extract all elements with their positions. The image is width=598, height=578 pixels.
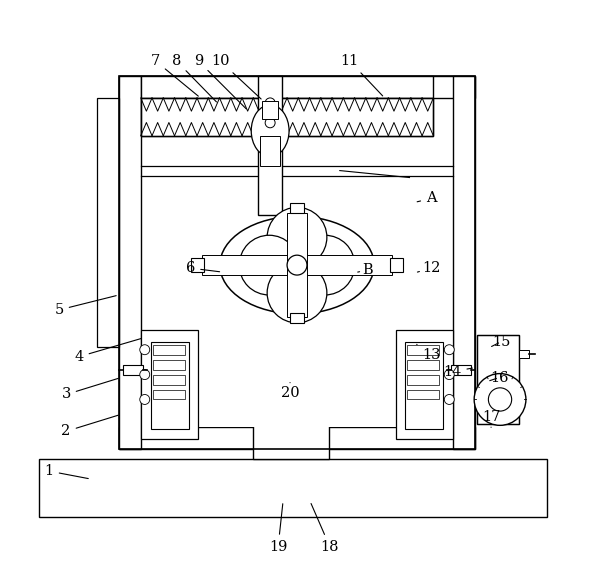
Bar bbox=[407, 375, 440, 384]
Bar bbox=[405, 342, 443, 429]
Bar bbox=[477, 335, 519, 424]
Bar bbox=[141, 76, 434, 98]
Bar bbox=[203, 255, 392, 275]
Bar bbox=[119, 76, 475, 98]
Bar bbox=[260, 136, 280, 165]
Circle shape bbox=[265, 98, 275, 108]
Bar bbox=[407, 390, 440, 399]
Circle shape bbox=[287, 255, 307, 275]
Text: 14: 14 bbox=[443, 365, 472, 379]
Text: 17: 17 bbox=[482, 410, 501, 427]
Bar bbox=[152, 360, 185, 369]
Bar bbox=[453, 76, 475, 449]
Bar bbox=[141, 98, 434, 136]
Bar bbox=[253, 390, 329, 459]
Bar bbox=[119, 76, 141, 449]
Bar bbox=[451, 365, 471, 375]
Bar bbox=[152, 344, 185, 355]
Text: 12: 12 bbox=[417, 261, 441, 275]
Bar bbox=[262, 101, 278, 119]
Bar bbox=[453, 76, 475, 449]
Bar bbox=[141, 98, 453, 427]
Circle shape bbox=[265, 118, 275, 128]
Bar bbox=[141, 98, 434, 136]
Circle shape bbox=[267, 208, 327, 267]
Bar bbox=[258, 76, 282, 216]
Circle shape bbox=[295, 235, 355, 295]
Circle shape bbox=[444, 369, 454, 380]
Bar bbox=[395, 330, 453, 439]
Text: 16: 16 bbox=[490, 370, 508, 384]
Bar bbox=[119, 76, 141, 449]
Bar bbox=[407, 344, 440, 355]
Bar bbox=[119, 427, 475, 449]
Bar bbox=[152, 390, 185, 399]
Bar bbox=[253, 390, 329, 459]
Bar bbox=[141, 330, 199, 439]
Text: 10: 10 bbox=[211, 54, 261, 99]
Bar bbox=[141, 330, 199, 439]
Circle shape bbox=[140, 344, 150, 355]
Text: 15: 15 bbox=[492, 335, 510, 349]
Bar bbox=[287, 213, 307, 317]
Text: 7: 7 bbox=[151, 54, 199, 96]
Bar bbox=[39, 459, 547, 517]
Circle shape bbox=[140, 369, 150, 380]
Bar bbox=[39, 459, 547, 517]
Ellipse shape bbox=[251, 105, 289, 157]
Bar bbox=[477, 335, 519, 424]
Circle shape bbox=[239, 235, 299, 295]
Bar bbox=[477, 335, 519, 424]
Bar bbox=[141, 98, 434, 136]
Bar bbox=[191, 258, 205, 272]
Bar bbox=[119, 427, 475, 449]
Text: B: B bbox=[358, 263, 373, 277]
Circle shape bbox=[267, 263, 327, 323]
Circle shape bbox=[444, 395, 454, 405]
Circle shape bbox=[444, 344, 454, 355]
Text: 1: 1 bbox=[45, 464, 89, 479]
Text: A: A bbox=[417, 191, 437, 205]
Circle shape bbox=[489, 388, 512, 411]
Text: 19: 19 bbox=[269, 504, 287, 554]
Bar bbox=[287, 213, 307, 317]
Circle shape bbox=[140, 395, 150, 405]
Bar bbox=[290, 313, 304, 323]
Bar bbox=[395, 330, 453, 439]
Bar bbox=[119, 76, 475, 98]
Bar bbox=[152, 375, 185, 384]
Bar bbox=[519, 350, 529, 358]
Circle shape bbox=[474, 373, 526, 425]
Bar bbox=[119, 76, 475, 449]
Text: 5: 5 bbox=[54, 295, 116, 317]
Bar bbox=[258, 76, 282, 216]
Text: 9: 9 bbox=[194, 54, 246, 109]
Bar bbox=[141, 76, 434, 98]
Text: 20: 20 bbox=[280, 383, 300, 399]
Text: 8: 8 bbox=[172, 54, 216, 102]
Bar bbox=[407, 360, 440, 369]
Text: 4: 4 bbox=[74, 339, 141, 364]
Text: 2: 2 bbox=[62, 415, 118, 438]
Circle shape bbox=[265, 108, 275, 118]
Text: 6: 6 bbox=[186, 261, 219, 275]
Text: 18: 18 bbox=[311, 503, 339, 554]
Bar bbox=[151, 342, 188, 429]
Text: 11: 11 bbox=[341, 54, 383, 96]
Bar bbox=[141, 98, 434, 136]
Bar bbox=[97, 98, 119, 347]
Bar bbox=[97, 98, 119, 347]
Ellipse shape bbox=[220, 216, 374, 314]
Bar bbox=[290, 203, 304, 213]
Text: 13: 13 bbox=[417, 344, 441, 362]
Text: 3: 3 bbox=[62, 379, 118, 402]
Bar bbox=[123, 365, 143, 375]
Bar bbox=[389, 258, 404, 272]
Bar bbox=[203, 255, 392, 275]
